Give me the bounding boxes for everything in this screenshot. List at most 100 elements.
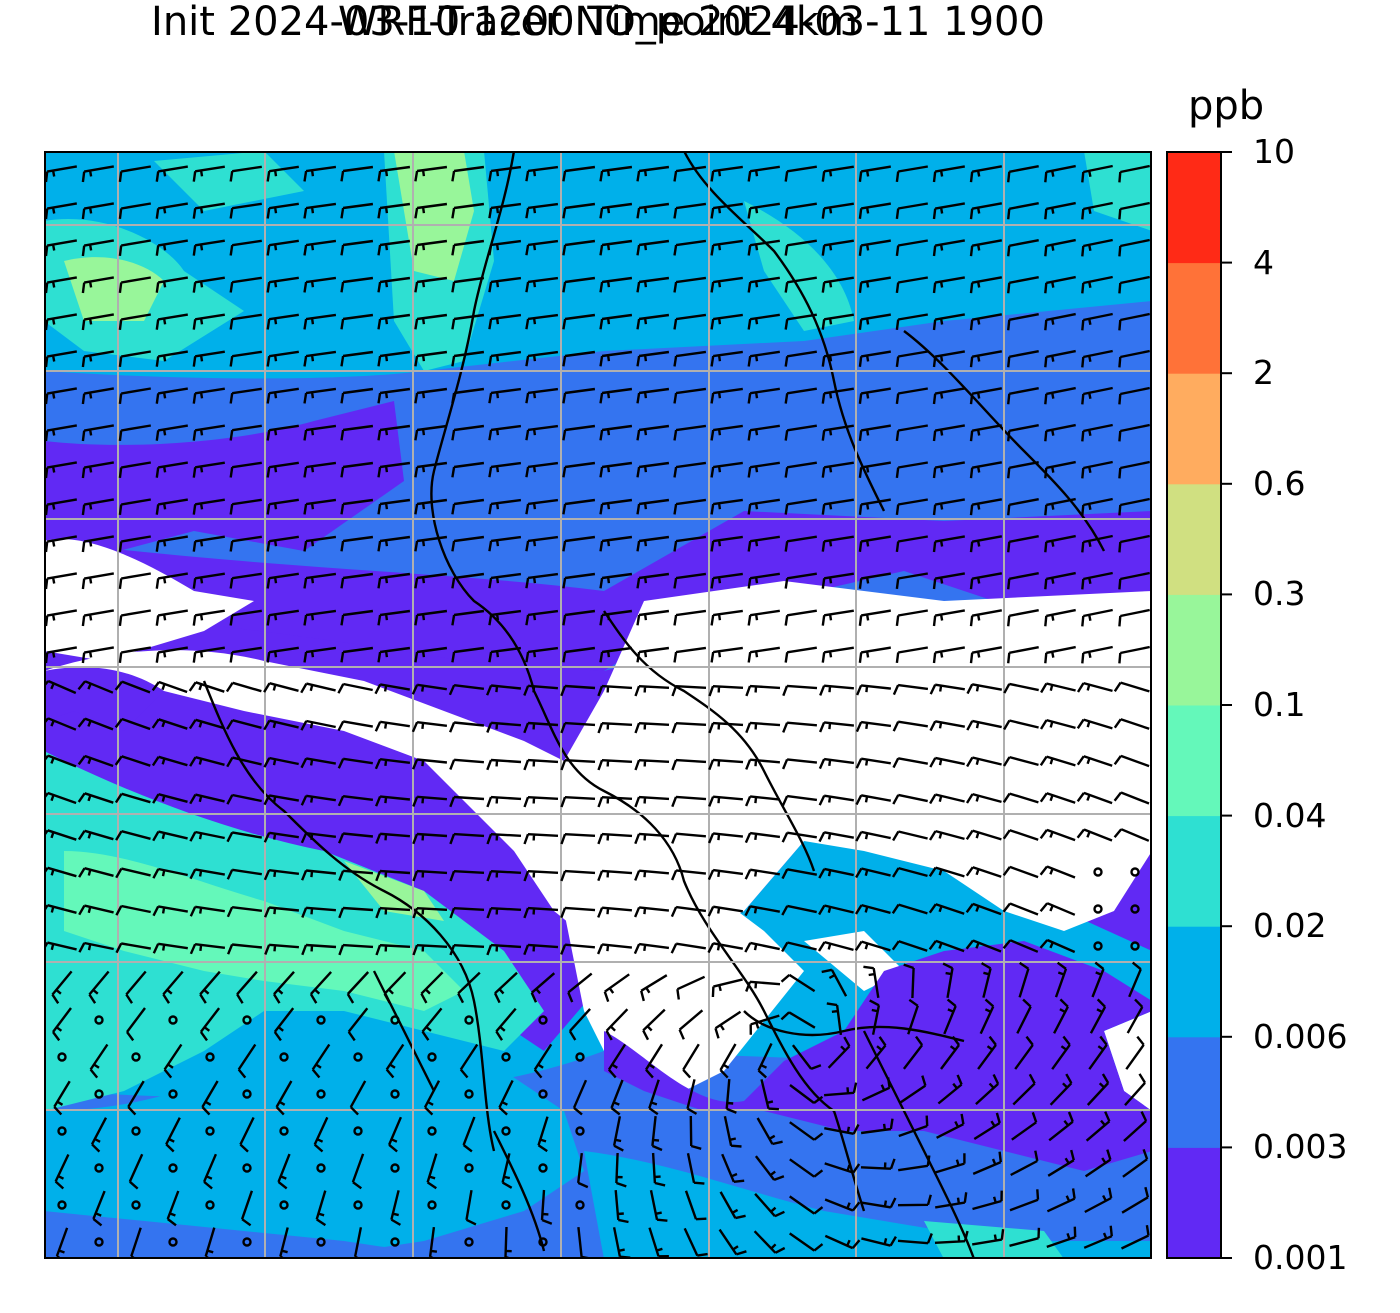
- wind-barb: [486, 721, 521, 733]
- wind-barb: [115, 942, 152, 954]
- wind-barb: [562, 424, 596, 441]
- wind-barb: [1046, 1226, 1077, 1249]
- wind-barb: [1128, 961, 1142, 998]
- wind-barb: [1081, 534, 1113, 553]
- wind-barb: [151, 680, 188, 694]
- wind-barb: [932, 498, 966, 516]
- wind-barb: [1076, 755, 1113, 767]
- wind-barb-calm: [538, 1163, 548, 1173]
- wind-barb: [895, 350, 928, 368]
- wind-barb: [1018, 961, 1030, 998]
- wind-barb-calm: [316, 1163, 326, 1173]
- wind-barb: [88, 970, 110, 1004]
- wind-barb: [599, 165, 633, 182]
- wind-barb: [747, 572, 780, 589]
- wind-barb: [229, 461, 262, 478]
- wind-barb-calm: [390, 1163, 400, 1173]
- wind-barb: [597, 906, 633, 918]
- wind-barb: [943, 998, 957, 1035]
- wind-barb: [155, 202, 188, 219]
- wind-barb: [1118, 608, 1150, 627]
- wind-barb: [648, 1227, 669, 1258]
- wind-barb: [1039, 865, 1076, 879]
- wind-barb: [1044, 312, 1076, 331]
- wind-barb: [300, 682, 336, 694]
- wind-barb: [337, 682, 373, 694]
- wind-barb: [932, 646, 966, 664]
- wind-barb: [560, 759, 596, 771]
- wind-barb: [1044, 534, 1076, 553]
- field-band-004-e: [1084, 151, 1152, 231]
- wind-barb: [377, 609, 411, 626]
- wind-barb: [338, 869, 373, 881]
- wind-barb: [932, 424, 966, 442]
- wind-barb: [229, 646, 262, 663]
- wind-barb: [781, 794, 818, 807]
- wind-barb: [861, 1077, 891, 1102]
- wind-barb: [969, 461, 1003, 479]
- wind-barb: [710, 424, 743, 441]
- wind-barb: [562, 535, 596, 552]
- wind-barb: [226, 793, 262, 805]
- wind-barb: [192, 276, 225, 293]
- wind-barb: [784, 239, 817, 256]
- wind-barb: [1081, 275, 1113, 294]
- wind-barb: [451, 165, 485, 182]
- wind-barb: [451, 535, 485, 552]
- wind-barb: [744, 868, 780, 880]
- field-band-0001-sw: [44, 667, 164, 731]
- wind-barb: [747, 276, 780, 293]
- wind-barb: [634, 869, 670, 881]
- wind-barb: [969, 609, 1003, 627]
- wind-barb: [747, 461, 780, 478]
- wind-barb: [426, 1153, 438, 1190]
- wind-barb-calm: [575, 1052, 585, 1062]
- wind-barb: [633, 906, 670, 918]
- wind-barb: [1044, 645, 1076, 664]
- wind-barb: [854, 940, 891, 952]
- wind-barb: [501, 1153, 513, 1189]
- wind-barb: [128, 1153, 144, 1190]
- wind-barb: [266, 165, 299, 182]
- wind-barb: [597, 684, 633, 697]
- wind-barb: [572, 1079, 588, 1116]
- wind-barb: [710, 535, 743, 552]
- wind-barb: [932, 387, 966, 405]
- wind-barb: [1091, 961, 1105, 998]
- wind-barb: [979, 998, 995, 1035]
- wind-barb: [414, 387, 448, 404]
- wind-barb: [266, 350, 299, 367]
- wind-barb: [636, 572, 670, 589]
- wind-barb: [1007, 313, 1039, 331]
- field-band-01-sw2: [344, 861, 444, 921]
- wind-barb: [421, 1007, 443, 1041]
- wind-barb: [1084, 1187, 1113, 1214]
- wind-barb: [562, 498, 596, 515]
- wind-barb: [303, 313, 337, 330]
- wind-barb: [560, 796, 596, 808]
- wind-barb: [599, 350, 633, 367]
- wind-barb: [525, 572, 559, 589]
- wind-barb: [819, 684, 855, 696]
- wind-barb: [192, 350, 225, 367]
- wind-barb: [858, 387, 891, 404]
- wind-barb-calm: [57, 1126, 67, 1136]
- wind-barb: [636, 239, 670, 256]
- wind-barb: [710, 461, 743, 478]
- wind-barb: [597, 759, 633, 771]
- wind-barb: [891, 866, 928, 878]
- wind-barb: [671, 795, 707, 808]
- wind-barb: [448, 684, 485, 696]
- wind-barb: [651, 1115, 663, 1152]
- wind-barb: [821, 609, 854, 626]
- wind-barb: [747, 313, 780, 330]
- units-label: ppb: [1188, 83, 1265, 129]
- wind-barb: [277, 1153, 291, 1190]
- wind-barb: [1053, 998, 1069, 1034]
- wind-barb: [642, 1008, 666, 1041]
- wind-barb: [192, 202, 225, 219]
- wind-barb: [932, 350, 966, 368]
- wind-barb: [412, 907, 448, 919]
- wind-barb-calm: [501, 1126, 511, 1136]
- wind-barb: [972, 1190, 1003, 1211]
